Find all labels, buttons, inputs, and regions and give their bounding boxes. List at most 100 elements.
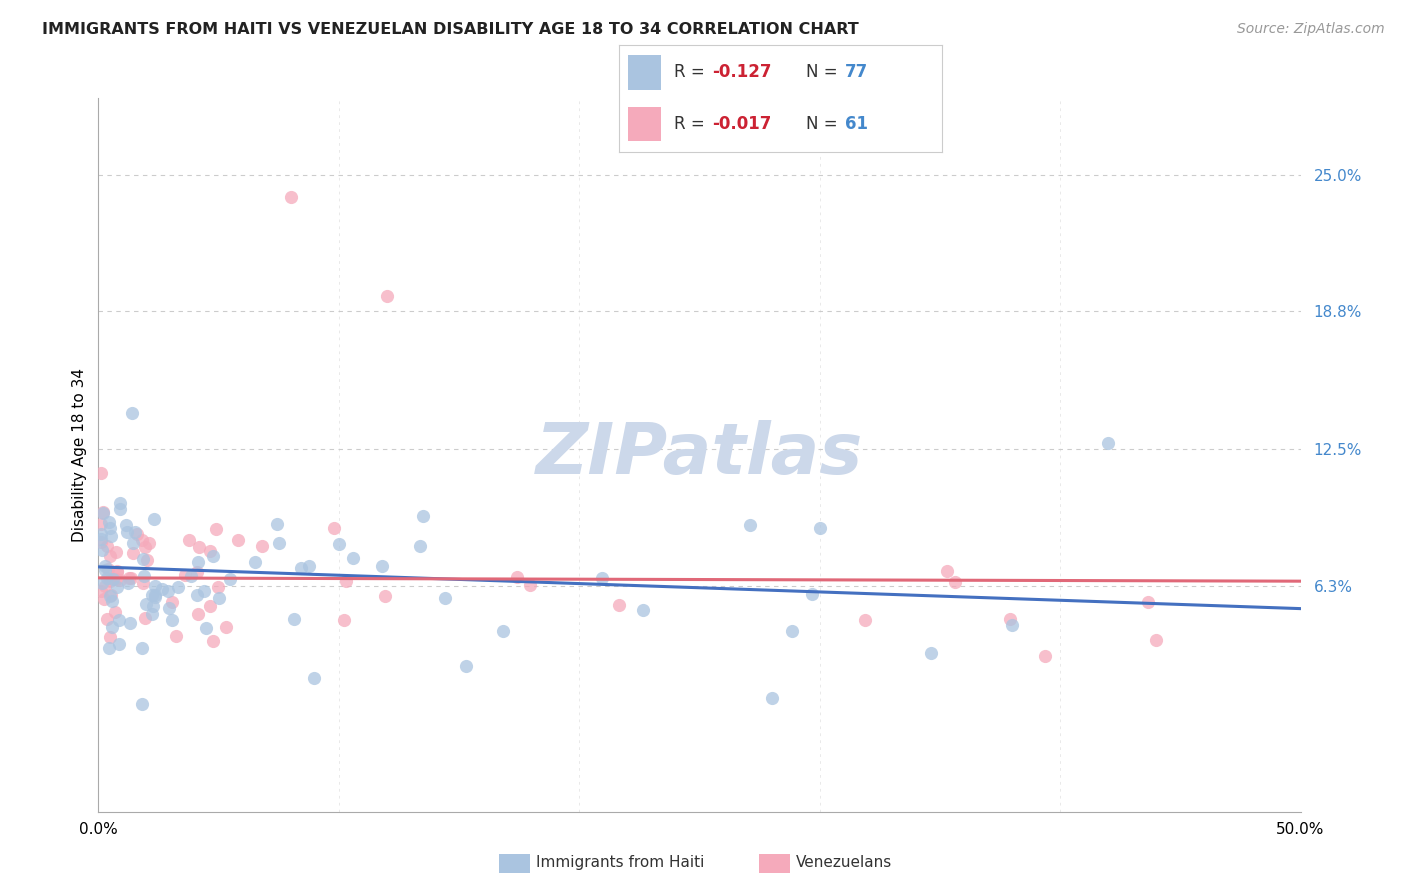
- Point: [1097, 435, 1119, 450]
- Point: [1137, 595, 1160, 609]
- Point: [506, 569, 529, 583]
- Point: [166, 580, 188, 594]
- Point: [110, 496, 132, 510]
- Point: [100, 549, 122, 564]
- Text: N =: N =: [806, 115, 844, 133]
- Point: [97, 562, 120, 576]
- Point: [134, 540, 156, 554]
- Point: [98, 574, 121, 588]
- Point: [131, 640, 153, 655]
- Point: [201, 634, 224, 648]
- Point: [100, 521, 122, 535]
- Text: Immigrants from Haiti: Immigrants from Haiti: [536, 855, 704, 870]
- Point: [132, 568, 155, 582]
- Point: [104, 605, 127, 619]
- Point: [160, 595, 183, 609]
- Point: [179, 533, 201, 548]
- Point: [90, 532, 112, 546]
- Point: [101, 594, 124, 608]
- Point: [96, 540, 118, 554]
- Point: [201, 549, 224, 563]
- Point: [371, 558, 394, 573]
- Point: [131, 697, 153, 711]
- Point: [132, 575, 155, 590]
- Point: [269, 536, 291, 550]
- Point: [738, 517, 761, 532]
- Point: [1033, 649, 1056, 664]
- Point: [134, 611, 156, 625]
- Point: [118, 571, 141, 585]
- Point: [100, 588, 122, 602]
- Point: [122, 546, 145, 560]
- Point: [333, 613, 356, 627]
- Point: [91, 543, 114, 558]
- Point: [631, 603, 654, 617]
- Point: [853, 613, 876, 627]
- Point: [409, 539, 432, 553]
- Point: [105, 572, 128, 586]
- Point: [96, 612, 118, 626]
- Y-axis label: Disability Age 18 to 34: Disability Age 18 to 34: [72, 368, 87, 542]
- Text: Venezuelans: Venezuelans: [796, 855, 891, 870]
- Point: [90, 466, 112, 480]
- Point: [1001, 618, 1024, 632]
- Point: [290, 560, 312, 574]
- Point: [298, 559, 321, 574]
- FancyBboxPatch shape: [628, 107, 661, 141]
- Point: [780, 624, 803, 638]
- Point: [90, 583, 112, 598]
- Point: [328, 537, 350, 551]
- Text: IMMIGRANTS FROM HAITI VS VENEZUELAN DISABILITY AGE 18 TO 34 CORRELATION CHART: IMMIGRANTS FROM HAITI VS VENEZUELAN DISA…: [42, 22, 859, 37]
- Point: [283, 612, 305, 626]
- Point: [132, 552, 155, 566]
- Point: [107, 564, 129, 578]
- Text: ZIPatlas: ZIPatlas: [536, 420, 863, 490]
- Point: [186, 566, 208, 580]
- Point: [93, 559, 115, 574]
- Point: [194, 621, 217, 635]
- Point: [115, 525, 138, 540]
- Point: [374, 589, 396, 603]
- Text: 77: 77: [845, 63, 869, 81]
- Point: [108, 573, 131, 587]
- Point: [1144, 633, 1167, 648]
- FancyBboxPatch shape: [628, 55, 661, 89]
- Point: [943, 574, 966, 589]
- Point: [91, 576, 114, 591]
- Point: [591, 571, 613, 585]
- Point: [97, 640, 120, 655]
- Point: [323, 521, 346, 535]
- Point: [492, 624, 515, 639]
- Point: [115, 518, 138, 533]
- Point: [120, 571, 142, 585]
- Point: [93, 506, 115, 520]
- Point: [118, 616, 141, 631]
- Point: [138, 536, 160, 550]
- Point: [143, 590, 166, 604]
- Point: [998, 612, 1021, 626]
- Point: [150, 582, 173, 596]
- Text: Source: ZipAtlas.com: Source: ZipAtlas.com: [1237, 22, 1385, 37]
- Point: [101, 620, 124, 634]
- Point: [761, 690, 783, 705]
- Point: [135, 597, 157, 611]
- Point: [108, 613, 131, 627]
- Point: [100, 529, 122, 543]
- Text: 61: 61: [845, 115, 868, 133]
- Point: [207, 580, 229, 594]
- Point: [335, 574, 357, 589]
- Point: [193, 584, 215, 599]
- Point: [250, 539, 273, 553]
- Point: [90, 527, 112, 541]
- Point: [105, 565, 128, 579]
- Point: [141, 588, 163, 602]
- Point: [98, 630, 121, 644]
- Point: [266, 516, 288, 531]
- Point: [127, 526, 149, 541]
- Point: [105, 581, 128, 595]
- Text: R =: R =: [673, 63, 710, 81]
- Point: [375, 289, 398, 303]
- Point: [180, 569, 202, 583]
- Point: [90, 535, 112, 549]
- Point: [456, 658, 478, 673]
